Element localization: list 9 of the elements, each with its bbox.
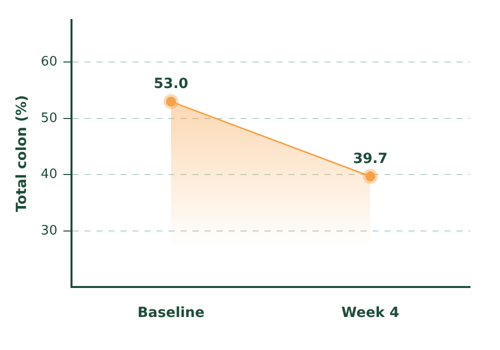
y-tick-label: 40 xyxy=(40,167,58,182)
y-axis-title: Total colon (%) xyxy=(14,95,30,212)
x-tick-label: Baseline xyxy=(138,305,205,322)
y-tick-label: 30 xyxy=(40,223,58,238)
data-label: 39.7 xyxy=(353,151,388,168)
y-tick-label: 50 xyxy=(40,110,58,126)
x-tick-label: Week 4 xyxy=(341,305,400,322)
y-tick-label: 60 xyxy=(40,54,58,70)
data-label: 53.0 xyxy=(154,76,189,92)
